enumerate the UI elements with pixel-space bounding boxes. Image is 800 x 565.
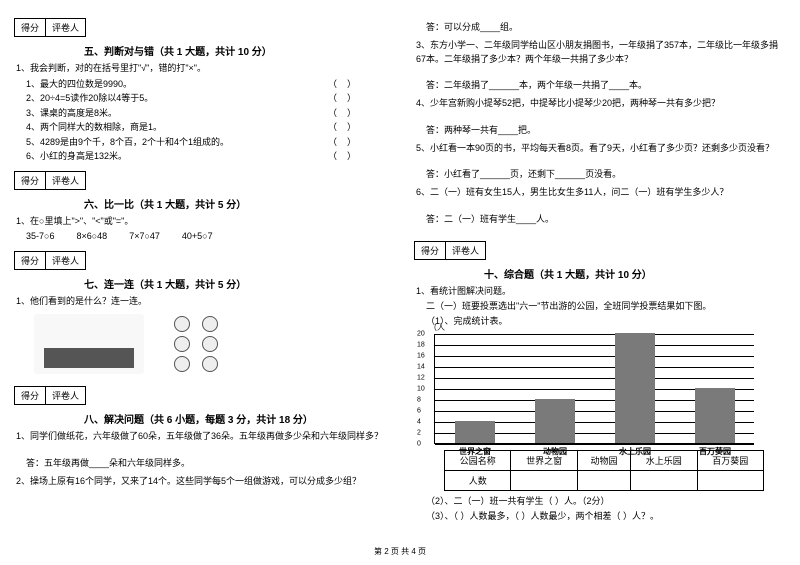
q5-item-3: 3、课桌的高度是8米。（ ） <box>26 107 386 121</box>
q8-1: 1、同学们做纸花，六年级做了60朵，五年级做了36朵。五年级再做多少朵和六年级同… <box>16 430 386 444</box>
q8-3: 3、东方小学一、二年级同学给山区小朋友捐图书，一年级捐了357本，二年级比一年级… <box>416 39 786 66</box>
bar <box>535 399 575 443</box>
grid-line <box>435 367 754 368</box>
q8-4: 4、少年宫新购小提琴52把，中提琴比小提琴少20把，两种琴一共有多少把？ <box>416 97 786 111</box>
section-7-title: 七、连一连（共 1 大题，共计 5 分） <box>84 276 386 291</box>
marker-label: 评卷人 <box>46 19 85 36</box>
paren: （ ） <box>328 150 356 164</box>
grid-line <box>435 444 754 445</box>
bar-chart: （人 20181614121086420世界之窗动物园水上乐园百万葵园 <box>434 334 786 444</box>
left-column: 得分 评卷人 五、判断对与错（共 1 大题，共计 10 分） 1、我会判断，对的… <box>0 0 400 565</box>
section-6-title: 六、比一比（共 1 大题，共计 5 分） <box>84 196 386 211</box>
td: 人数 <box>445 471 511 491</box>
grid-line <box>435 356 754 357</box>
y-tick-label: 16 <box>417 353 425 360</box>
x-tick-label: 世界之窗 <box>445 446 505 457</box>
compare-row: 35-7○68×6○487×7○4740+5○7 <box>26 230 386 244</box>
grid-line <box>435 334 754 335</box>
y-tick-label: 10 <box>417 386 425 393</box>
q5-item-4: 4、两个同样大的数相除，商是1。（ ） <box>26 121 386 135</box>
q10-sub2: （1）、完成统计表。 <box>426 315 786 329</box>
option-icon <box>202 316 218 332</box>
q5-item-1: 1、最大的四位数是9990。（ ） <box>26 78 386 92</box>
q8-2: 2、操场上原有16个同学，又来了14个。这些同学每5个一组做游戏，可以分成多少组… <box>16 475 386 489</box>
option-icon <box>202 356 218 372</box>
matching-image <box>34 314 386 374</box>
q7-lead: 1、他们看到的是什么？连一连。 <box>16 295 386 309</box>
option-icons <box>174 316 220 372</box>
paren: （ ） <box>328 136 356 150</box>
option-icon <box>202 336 218 352</box>
y-tick-label: 2 <box>417 430 421 437</box>
q5-item-5: 5、4289是由9个千，8个百，2个十和4个1组成的。（ ） <box>26 136 386 150</box>
chart-y-title: （人 <box>429 322 445 333</box>
y-tick-label: 14 <box>417 364 425 371</box>
q10-foot1: （2）、二（一）班一共有学生（ ）人。（2分） <box>426 495 786 509</box>
grid-line <box>435 378 754 379</box>
table-row: 人数 <box>445 471 764 491</box>
a8-1: 答：五年级再做____朵和六年级同样多。 <box>26 456 386 469</box>
y-tick-label: 20 <box>417 331 425 338</box>
bar <box>455 421 495 443</box>
a8-2: 答：可以分成____组。 <box>426 20 786 33</box>
x-tick-label: 百万葵园 <box>685 446 745 457</box>
y-tick-label: 6 <box>417 408 421 415</box>
grid-line <box>435 345 754 346</box>
section-8-title: 八、解决问题（共 6 小题，每题 3 分，共计 18 分） <box>84 411 386 426</box>
x-tick-label: 水上乐园 <box>605 446 665 457</box>
paren: （ ） <box>328 78 356 92</box>
y-tick-label: 0 <box>417 441 421 448</box>
option-icon <box>174 316 190 332</box>
section-5-title: 五、判断对与错（共 1 大题，共计 10 分） <box>84 43 386 58</box>
q10-lead: 1、看统计图解决问题。 <box>416 285 786 299</box>
q8-6: 6、二（一）班有女生15人，男生比女生多11人，问二（一）班有学生多少人？ <box>416 186 786 200</box>
y-tick-label: 4 <box>417 419 421 426</box>
q10-sub1: 二（一）班要投票选出"六一"节出游的公园，全班同学投票结果如下图。 <box>426 300 786 314</box>
q5-item-2: 2、20÷4=5读作20除以4等于5。（ ） <box>26 92 386 106</box>
q6-lead: 1、在○里填上">"、"<"或"="。 <box>16 215 386 229</box>
section-10-title: 十、综合题（共 1 大题，共计 10 分） <box>484 266 786 281</box>
y-tick-label: 8 <box>417 397 421 404</box>
score-box-7: 得分 评卷人 <box>14 251 86 270</box>
y-tick-label: 12 <box>417 375 425 382</box>
a8-3: 答：二年级捐了______本，两个年级一共捐了____本。 <box>426 78 786 91</box>
page-footer: 第 2 页 共 4 页 <box>0 546 800 557</box>
score-box-10: 得分 评卷人 <box>414 241 486 260</box>
q10-foot2: （3）、（ ）人数最多，（ ）人数最少，两个相差（ ）人？。 <box>426 510 786 524</box>
score-box-6: 得分 评卷人 <box>14 171 86 190</box>
x-tick-label: 动物园 <box>525 446 585 457</box>
a8-4: 答：两种琴一共有____把。 <box>426 123 786 136</box>
paren: （ ） <box>328 92 356 106</box>
q5-lead: 1、我会判断，对的在括号里打"√"，错的打"×"。 <box>16 62 386 76</box>
paren: （ ） <box>328 107 356 121</box>
q5-item-6: 6、小红的身高是132米。（ ） <box>26 150 386 164</box>
a8-5: 答：小红看了______页，还剩下______页没看。 <box>426 167 786 180</box>
y-tick-label: 18 <box>417 342 425 349</box>
a8-6: 答：二（一）班有学生____人。 <box>426 212 786 225</box>
td <box>577 471 630 491</box>
paren: （ ） <box>328 121 356 135</box>
option-icon <box>174 356 190 372</box>
q8-5: 5、小红看一本90页的书，平均每天看8页。看了9天，小红看了多少页？还剩多少页没… <box>416 142 786 156</box>
score-box-8: 得分 评卷人 <box>14 386 86 405</box>
score-box-5: 得分 评卷人 <box>14 18 86 37</box>
bar <box>615 333 655 443</box>
score-label: 得分 <box>15 19 46 36</box>
option-icon <box>174 336 190 352</box>
td <box>511 471 577 491</box>
right-column: 答：可以分成____组。 3、东方小学一、二年级同学给山区小朋友捐图书，一年级捐… <box>400 0 800 565</box>
bar <box>695 388 735 443</box>
scene-illustration <box>34 314 144 374</box>
td <box>697 471 763 491</box>
td <box>631 471 697 491</box>
